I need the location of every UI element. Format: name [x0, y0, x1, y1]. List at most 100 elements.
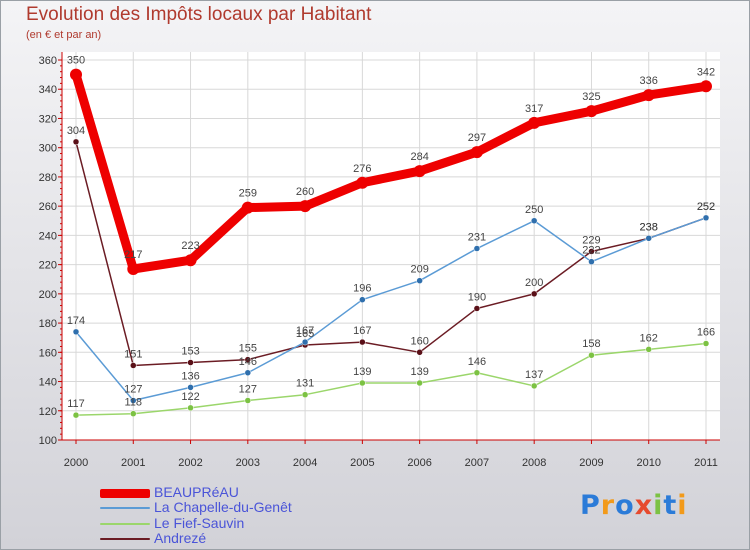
data-point-la-chapelle-du-genet	[72, 328, 80, 336]
data-label-beaupreau: 336	[640, 75, 658, 87]
logo-letter: i	[677, 490, 688, 521]
data-point-le-fief-sauvin	[130, 410, 137, 417]
data-label-la-chapelle-du-genet: 238	[640, 221, 658, 233]
data-point-la-chapelle-du-genet	[473, 245, 481, 252]
data-label-andreze: 200	[525, 277, 543, 289]
data-point-la-chapelle-du-genet	[645, 235, 652, 242]
data-label-andreze: 151	[124, 348, 142, 360]
data-label-andreze: 229	[582, 234, 600, 246]
data-label-andreze: 165	[296, 328, 314, 340]
data-point-le-fief-sauvin	[187, 404, 194, 412]
y-tick-label: 100	[39, 435, 57, 447]
chart-title: Evolution des Impôts locaux par Habitant	[26, 4, 372, 25]
data-point-beaupreau	[70, 68, 82, 81]
data-label-andreze: 167	[353, 325, 371, 337]
y-tick-label: 300	[39, 143, 57, 155]
data-label-la-chapelle-du-genet: 252	[697, 201, 715, 213]
data-point-la-chapelle-du-genet	[702, 214, 710, 222]
data-point-la-chapelle-du-genet	[301, 338, 309, 346]
y-tick-label: 120	[39, 406, 57, 418]
x-tick-label: 2010	[636, 457, 660, 469]
y-tick-label: 320	[39, 113, 57, 125]
data-point-andreze	[359, 338, 366, 346]
data-label-le-fief-sauvin: 131	[296, 378, 314, 390]
data-point-beaupreau	[127, 263, 140, 275]
data-point-andreze	[130, 362, 137, 369]
data-label-andreze: 153	[181, 346, 199, 358]
y-tick-label: 260	[39, 201, 57, 213]
logo-letter: x	[634, 490, 654, 521]
data-point-andreze	[588, 248, 595, 255]
y-tick-label: 360	[39, 55, 57, 67]
series-line-andreze	[75, 141, 707, 367]
data-point-beaupreau	[413, 165, 426, 178]
legend-label-la-chapelle-du-genet: La Chapelle-du-Genêt	[154, 499, 292, 515]
data-label-le-fief-sauvin: 139	[410, 366, 428, 378]
data-point-la-chapelle-du-genet	[530, 217, 538, 225]
data-point-beaupreau	[184, 254, 197, 267]
logo-letter: i	[653, 490, 664, 521]
y-tick-label: 140	[39, 377, 57, 389]
series-line-la-chapelle-du-genet	[75, 217, 707, 402]
logo-letter: o	[615, 490, 635, 521]
data-label-le-fief-sauvin: 137	[525, 369, 543, 381]
data-point-la-chapelle-du-genet	[416, 277, 423, 284]
y-tick-label: 340	[39, 84, 57, 96]
data-label-le-fief-sauvin: 162	[640, 332, 658, 344]
data-label-le-fief-sauvin: 139	[353, 366, 371, 378]
data-point-beaupreau	[585, 105, 598, 118]
data-label-beaupreau: 217	[124, 249, 142, 261]
data-label-le-fief-sauvin: 166	[697, 327, 715, 339]
data-label-le-fief-sauvin: 127	[239, 384, 257, 396]
data-label-andreze: 190	[468, 291, 486, 303]
data-label-la-chapelle-du-genet: 127	[124, 384, 142, 396]
data-point-andreze	[473, 305, 481, 312]
data-label-la-chapelle-du-genet: 146	[239, 356, 257, 368]
logo-letter: t	[663, 490, 678, 521]
data-label-le-fief-sauvin: 158	[582, 338, 600, 350]
series-line-le-fief-sauvin	[75, 342, 707, 416]
data-point-beaupreau	[470, 146, 483, 159]
plot-area	[62, 52, 720, 440]
x-tick-label: 2007	[465, 457, 489, 469]
data-label-beaupreau: 223	[181, 240, 199, 252]
x-tick-label: 2005	[350, 457, 374, 469]
logo-letter: P	[580, 490, 601, 521]
data-label-beaupreau: 259	[239, 188, 257, 200]
data-label-la-chapelle-du-genet: 136	[181, 370, 199, 382]
chart-subtitle: (en € et par an)	[26, 29, 102, 41]
x-tick-label: 2011	[694, 457, 718, 469]
data-label-le-fief-sauvin: 122	[181, 391, 199, 403]
data-point-beaupreau	[528, 116, 541, 129]
data-label-le-fief-sauvin: 117	[67, 398, 85, 410]
data-point-le-fief-sauvin	[473, 369, 481, 377]
data-label-la-chapelle-du-genet: 231	[468, 232, 486, 244]
data-label-andreze: 160	[410, 335, 428, 347]
y-tick-label: 160	[39, 347, 57, 359]
data-label-andreze: 238	[640, 221, 658, 233]
x-tick-label: 2000	[64, 457, 88, 469]
y-tick-label: 200	[39, 289, 57, 301]
y-tick-label: 220	[39, 260, 57, 272]
data-point-la-chapelle-du-genet	[187, 384, 194, 391]
x-tick-label: 2001	[121, 457, 145, 469]
legend-swatch-le-fief-sauvin	[100, 523, 150, 525]
x-tick-label: 2004	[293, 457, 317, 469]
data-label-le-fief-sauvin: 146	[468, 356, 486, 368]
legend-swatch-la-chapelle-du-genet	[100, 507, 150, 509]
data-label-beaupreau: 297	[468, 132, 486, 144]
data-point-beaupreau	[700, 80, 712, 93]
x-tick-label: 2006	[407, 457, 431, 469]
x-tick-label: 2009	[579, 457, 603, 469]
series-line-beaupreau	[71, 70, 711, 274]
data-point-le-fief-sauvin	[244, 397, 252, 404]
x-tick-label: 2003	[236, 457, 260, 469]
data-point-le-fief-sauvin	[702, 340, 710, 347]
data-point-le-fief-sauvin	[645, 346, 652, 353]
data-point-andreze	[72, 138, 80, 146]
data-point-beaupreau	[356, 176, 369, 189]
data-label-beaupreau: 317	[525, 103, 543, 115]
data-point-beaupreau	[241, 201, 254, 214]
data-label-beaupreau: 342	[697, 66, 715, 78]
